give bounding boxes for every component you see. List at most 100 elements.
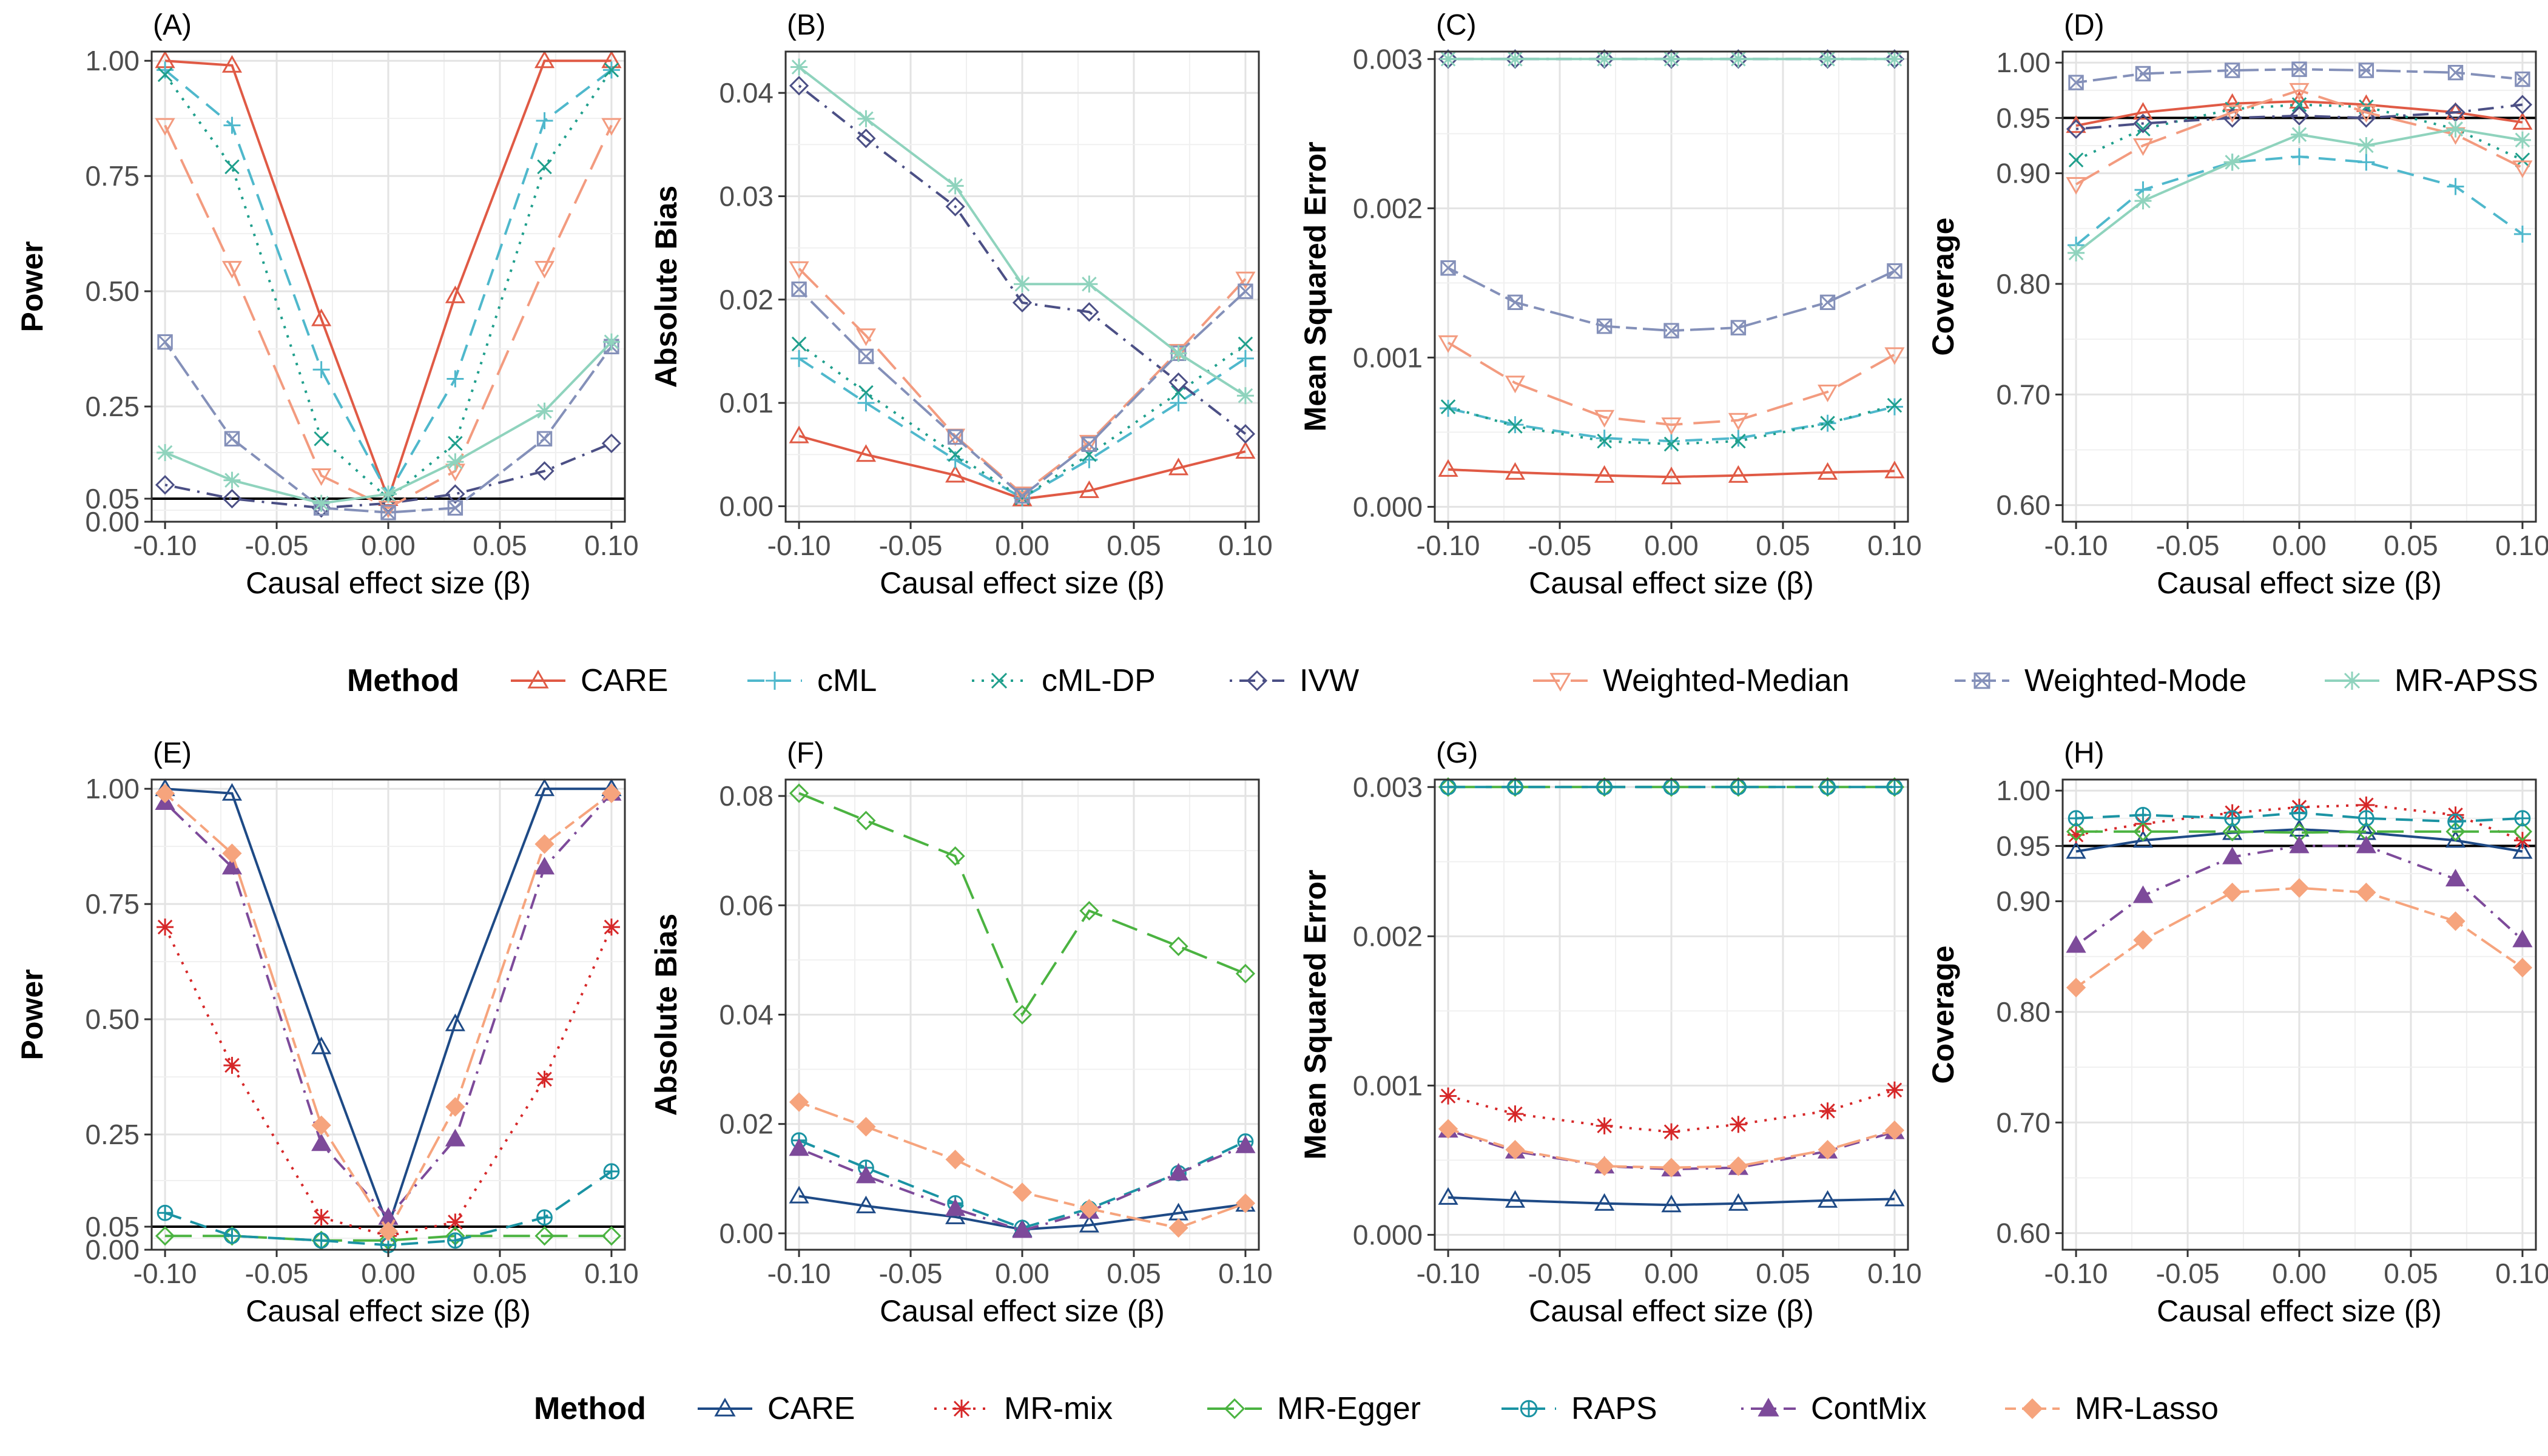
data-point — [1235, 1135, 1256, 1153]
y-tick-label: 1.00 — [85, 773, 140, 804]
data-point — [952, 1400, 971, 1418]
data-point — [2066, 841, 2086, 859]
x-tick-label: 0.10 — [1218, 1258, 1273, 1289]
data-point — [1236, 387, 1254, 405]
series-line — [1448, 1196, 1895, 1207]
data-point — [714, 1397, 736, 1417]
data-point — [857, 110, 875, 127]
y-tick-label: 0.05 — [85, 483, 140, 514]
y-axis-title: Mean Squared Error — [1298, 870, 1332, 1160]
data-point — [1168, 1218, 1188, 1238]
data-point — [1596, 50, 1613, 68]
data-point — [1663, 1123, 1680, 1141]
x-axis-title: Causal effect size (β) — [246, 566, 531, 600]
data-point — [2068, 152, 2084, 167]
data-point — [1505, 376, 1526, 394]
data-point — [1730, 778, 1747, 795]
data-point — [447, 370, 464, 388]
data-point — [789, 425, 809, 443]
legend-item: Weighted-Median — [1533, 663, 1850, 698]
x-axis-title: Causal effect size (β) — [880, 1294, 1165, 1328]
data-point — [311, 308, 332, 326]
legend-label: MR-mix — [1004, 1391, 1113, 1426]
data-point — [1238, 283, 1253, 299]
data-point — [1438, 1119, 1458, 1139]
data-point — [534, 778, 555, 797]
data-point — [855, 1165, 877, 1184]
data-point — [2356, 835, 2376, 854]
y-tick-label: 0.003 — [1353, 43, 1423, 75]
data-point — [447, 1232, 463, 1249]
data-point — [945, 1198, 966, 1216]
data-point — [311, 498, 331, 518]
y-axis-title: Coverage — [1926, 946, 1960, 1084]
series-cml-dp — [1440, 397, 1903, 452]
x-tick-label: 0.00 — [995, 1258, 1050, 1289]
data-point — [1506, 1105, 1524, 1123]
data-point — [2066, 119, 2086, 139]
data-point — [2066, 177, 2086, 195]
data-point — [311, 1115, 331, 1135]
data-point — [1661, 1158, 1682, 1178]
data-point — [1728, 1156, 1748, 1176]
y-axis-title: Absolute Bias — [649, 914, 683, 1116]
y-tick-label: 0.90 — [1996, 158, 2051, 189]
data-point — [601, 783, 622, 803]
data-point — [2134, 192, 2152, 210]
data-point — [766, 672, 784, 690]
data-point — [2512, 112, 2533, 130]
data-point — [2445, 830, 2466, 848]
y-tick-label: 0.000 — [1353, 1219, 1423, 1250]
data-point — [2514, 810, 2531, 827]
y-axis-title: Absolute Bias — [649, 186, 683, 388]
data-point — [2135, 806, 2151, 823]
series-line — [798, 792, 1246, 1017]
y-tick-label: 0.60 — [1996, 490, 2051, 521]
data-point — [789, 783, 809, 803]
data-point — [1440, 1087, 1457, 1105]
legend-title: Method — [347, 663, 459, 698]
data-point — [2445, 869, 2466, 887]
data-point — [2068, 244, 2085, 261]
data-point — [2289, 878, 2310, 898]
data-point — [2066, 977, 2086, 997]
legend-item: cML — [747, 663, 877, 698]
data-point — [1014, 275, 1031, 293]
data-point — [1012, 1005, 1033, 1025]
data-point — [790, 58, 808, 76]
series-line — [2076, 830, 2523, 834]
data-point — [1730, 1116, 1747, 1133]
grid — [1435, 52, 1908, 522]
data-point — [1817, 384, 1838, 402]
data-point — [602, 333, 620, 351]
y-tick-label: 1.00 — [1996, 47, 2051, 78]
y-tick-label: 0.00 — [85, 506, 140, 538]
y-tick-label: 0.02 — [719, 1108, 774, 1140]
series-mr-lasso — [1438, 1119, 1905, 1178]
data-point — [2135, 66, 2151, 82]
data-point — [1549, 673, 1571, 692]
data-point — [378, 1221, 399, 1241]
data-point — [312, 1208, 330, 1226]
y-tick-label: 0.08 — [719, 780, 774, 812]
x-tick-label: -0.05 — [2156, 1258, 2220, 1289]
data-point — [224, 431, 240, 447]
y-tick-label: 0.00 — [719, 490, 774, 522]
data-point — [222, 843, 242, 863]
data-point — [1014, 488, 1030, 504]
panel-a: -0.10 -0.05 0.00 0.05 0.100.000.050.250.500.… — [15, 9, 639, 600]
y-tick-label: 0.70 — [1996, 379, 2051, 410]
y-axis-title: Coverage — [1926, 218, 1960, 356]
data-point — [1596, 430, 1613, 447]
x-tick-label: 0.05 — [1107, 530, 1161, 561]
legend-item: cML-DP — [972, 663, 1156, 698]
data-point — [1438, 459, 1458, 477]
data-point — [2512, 841, 2533, 859]
data-point — [1235, 271, 1256, 289]
data-point — [1012, 1182, 1033, 1202]
data-point — [1728, 413, 1748, 431]
data-point — [1817, 462, 1838, 480]
y-tick-label: 0.25 — [85, 1119, 140, 1150]
data-point — [2132, 830, 2154, 848]
data-point — [1758, 1397, 1779, 1417]
